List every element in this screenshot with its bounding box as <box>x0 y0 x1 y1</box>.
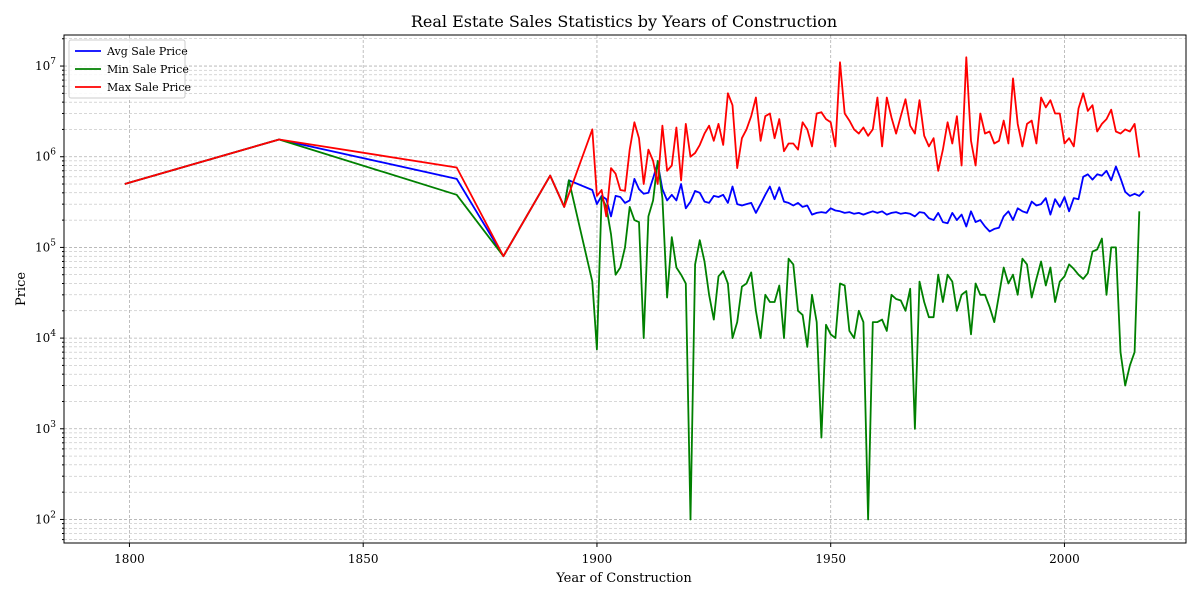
legend: Avg Sale Price Min Sale Price Max Sale Pri… <box>68 39 191 99</box>
x-tick-label: 1850 <box>348 552 379 566</box>
series-line-3 <box>124 56 1141 258</box>
series-layer <box>124 56 1145 521</box>
x-tick-label: 2000 <box>1049 552 1080 566</box>
grid-layer <box>64 35 1186 543</box>
y-tick-label: 103 <box>35 420 56 436</box>
chart-title: Real Estate Sales Statistics by Years of… <box>411 12 837 31</box>
legend-label: Max Sale Price <box>107 81 191 94</box>
x-axis-label: Year of Construction <box>555 571 692 586</box>
y-axis-label: Price <box>14 272 29 306</box>
y-tick-label: 106 <box>35 148 56 164</box>
y-tick-label: 102 <box>35 510 56 526</box>
plot-frame <box>63 34 1187 544</box>
legend-label: Min Sale Price <box>107 63 189 76</box>
x-tick-label: 1800 <box>114 552 145 566</box>
y-tick-label: 105 <box>35 238 56 254</box>
y-tick-label: 104 <box>35 329 56 345</box>
y-tick-label: 107 <box>35 57 56 73</box>
x-tick-label: 1950 <box>815 552 846 566</box>
ticks-layer: 1800 1850 1900 1950 2000 102 103 104 105 106 107 <box>35 38 1080 566</box>
legend-box <box>68 39 186 99</box>
legend-label: Avg Sale Price <box>106 45 188 58</box>
series-line-2 <box>124 138 1141 521</box>
x-tick-label: 1900 <box>582 552 613 566</box>
